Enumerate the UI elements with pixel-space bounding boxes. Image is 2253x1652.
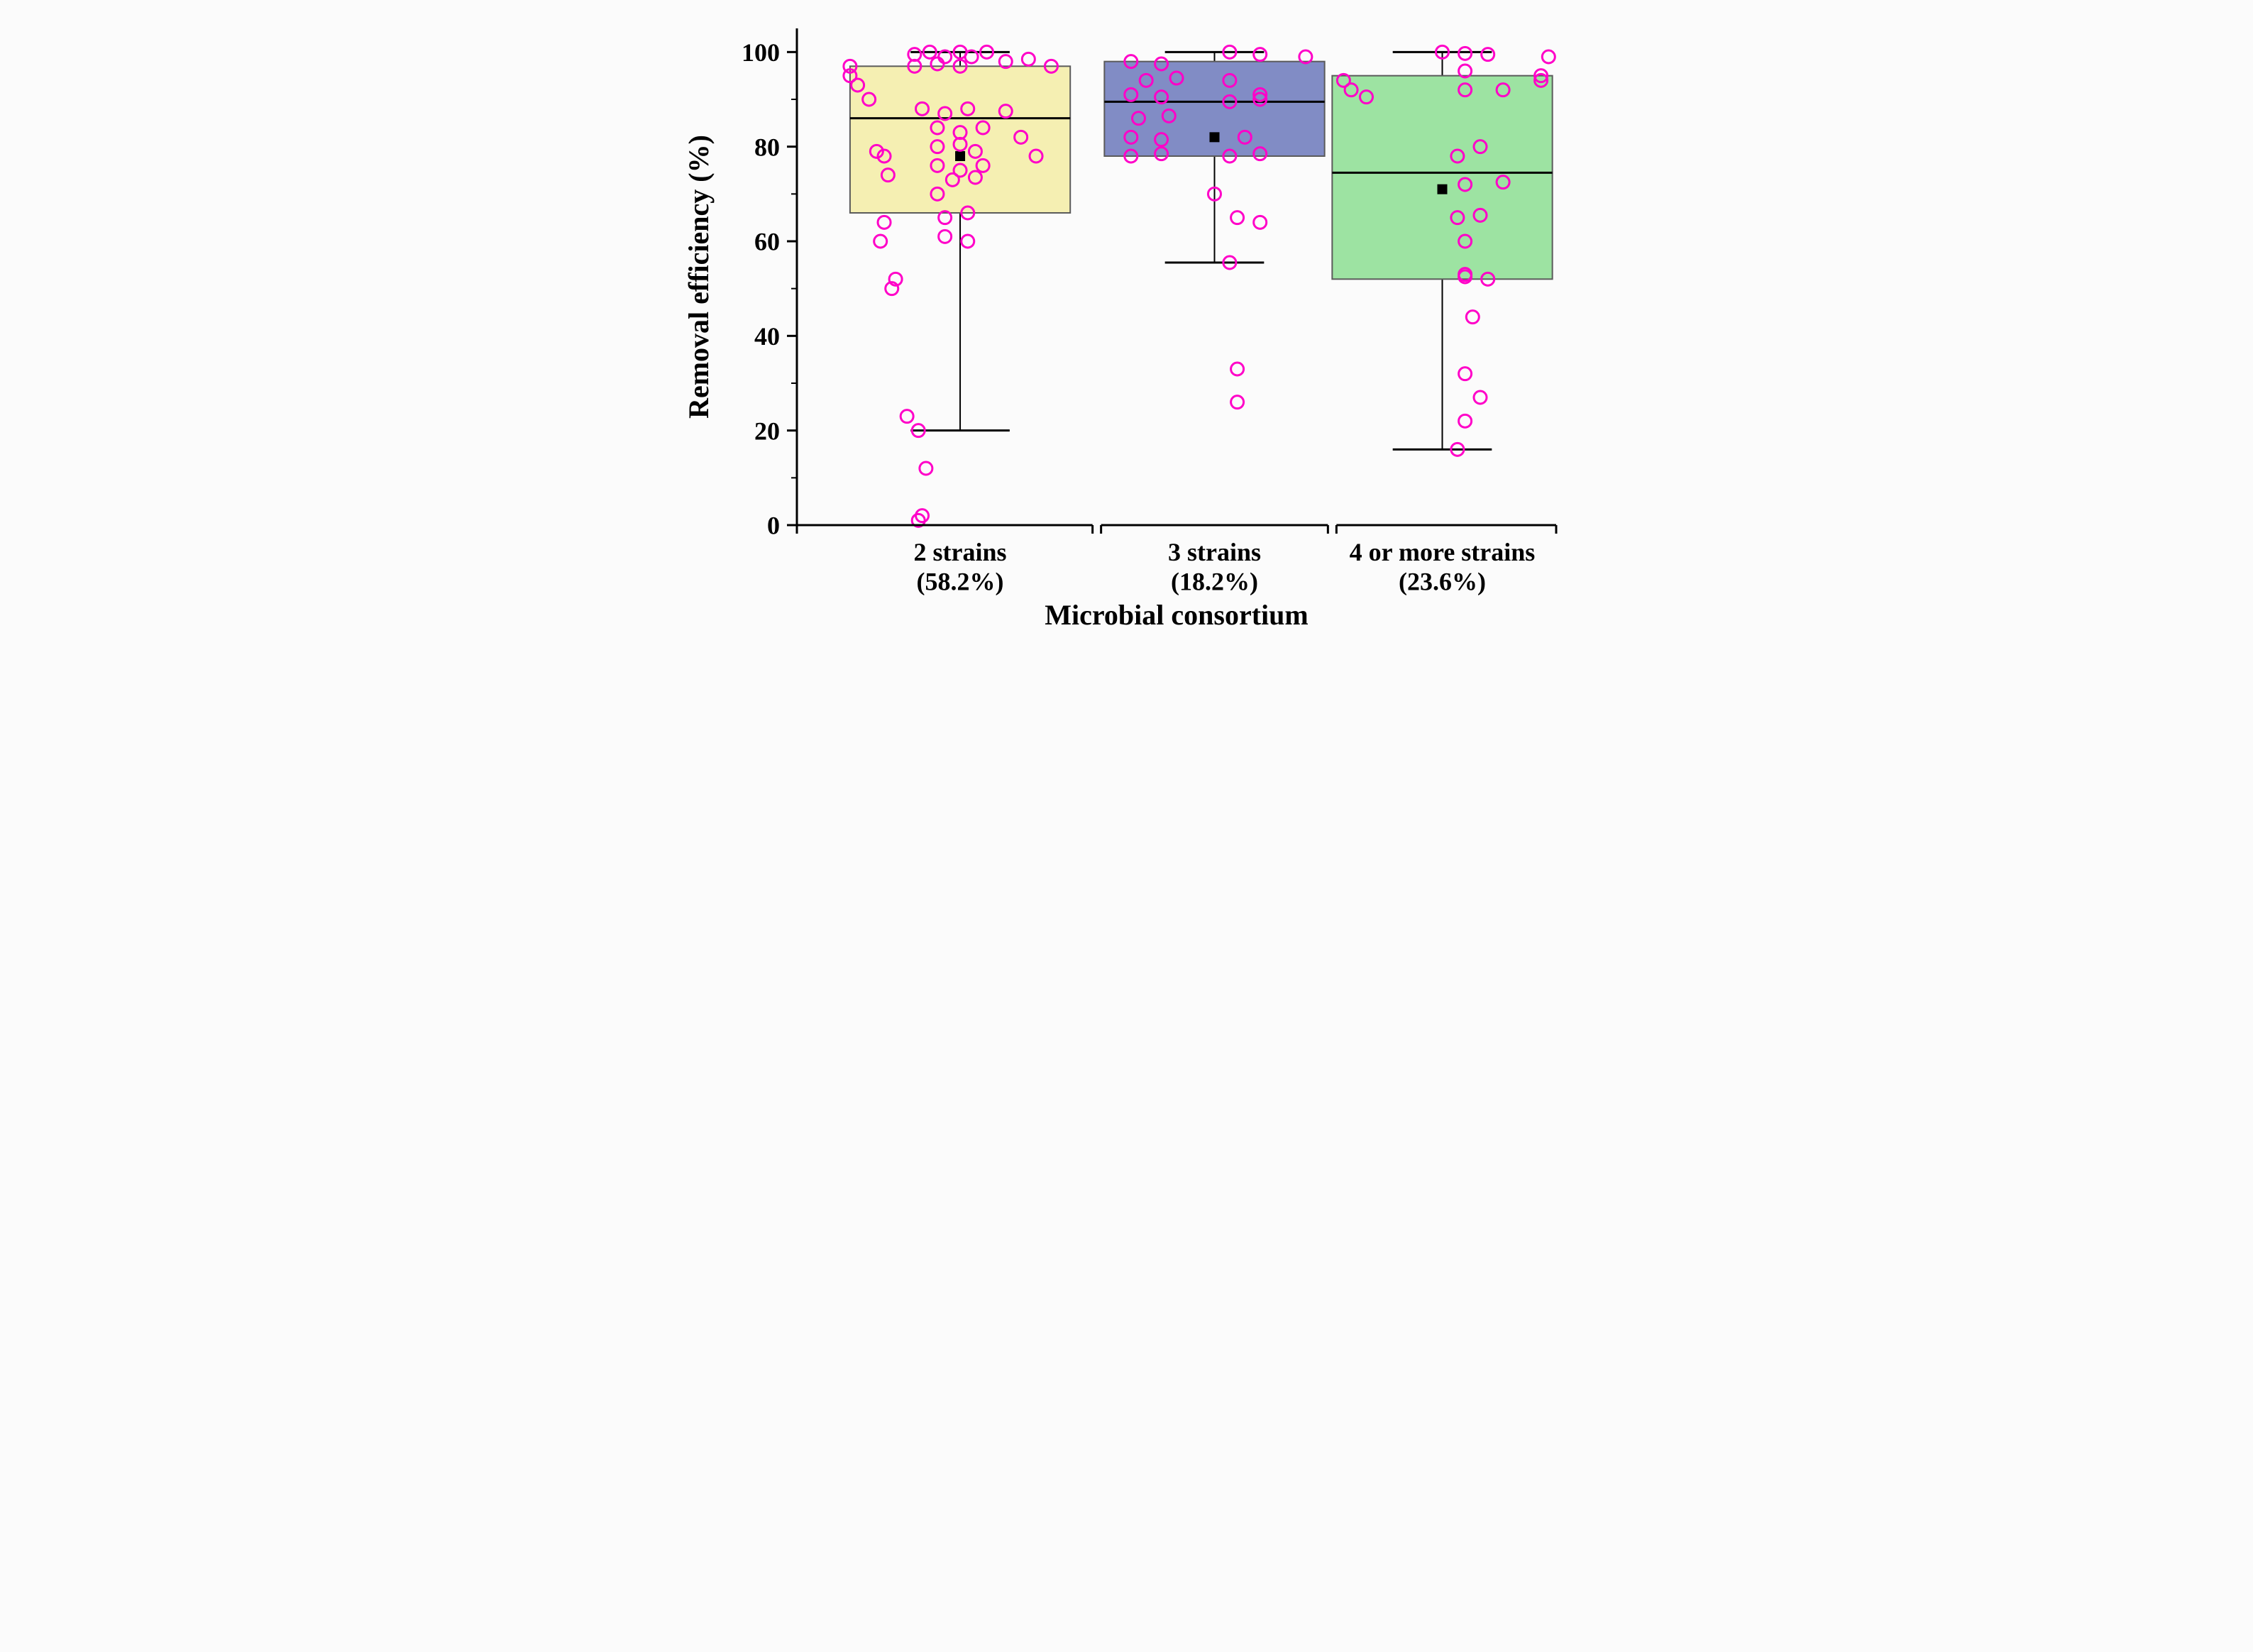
y-tick-label: 60 (754, 228, 780, 256)
x-tick-label-line1: 4 or more strains (1349, 538, 1535, 566)
x-tick-label-line1: 3 strains (1167, 538, 1260, 566)
x-tick-label-line1: 2 strains (913, 538, 1006, 566)
boxplot-chart: 0 20 40 60 80 100 Removal efficiency (%) 2 stra… (676, 0, 1577, 661)
y-tick-label: 100 (742, 38, 780, 67)
y-tick-label: 40 (754, 322, 780, 351)
box-2 (1332, 76, 1552, 280)
y-tick-label: 80 (754, 133, 780, 161)
mean-marker-0 (955, 151, 965, 161)
x-tick-label-line2: (58.2%) (916, 567, 1003, 595)
y-tick-label: 20 (754, 417, 780, 445)
chart-svg: 0 20 40 60 80 100 Removal efficiency (%) 2 stra… (676, 0, 1577, 661)
x-axis-label: Microbial consortium (1045, 599, 1308, 631)
x-tick-label-line2: (23.6%) (1399, 567, 1486, 595)
mean-marker-1 (1209, 132, 1219, 142)
x-tick-label-line2: (18.2%) (1171, 567, 1258, 595)
y-axis-label: Removal efficiency (%) (683, 135, 715, 419)
y-tick-label: 0 (767, 512, 780, 540)
mean-marker-2 (1437, 185, 1447, 194)
